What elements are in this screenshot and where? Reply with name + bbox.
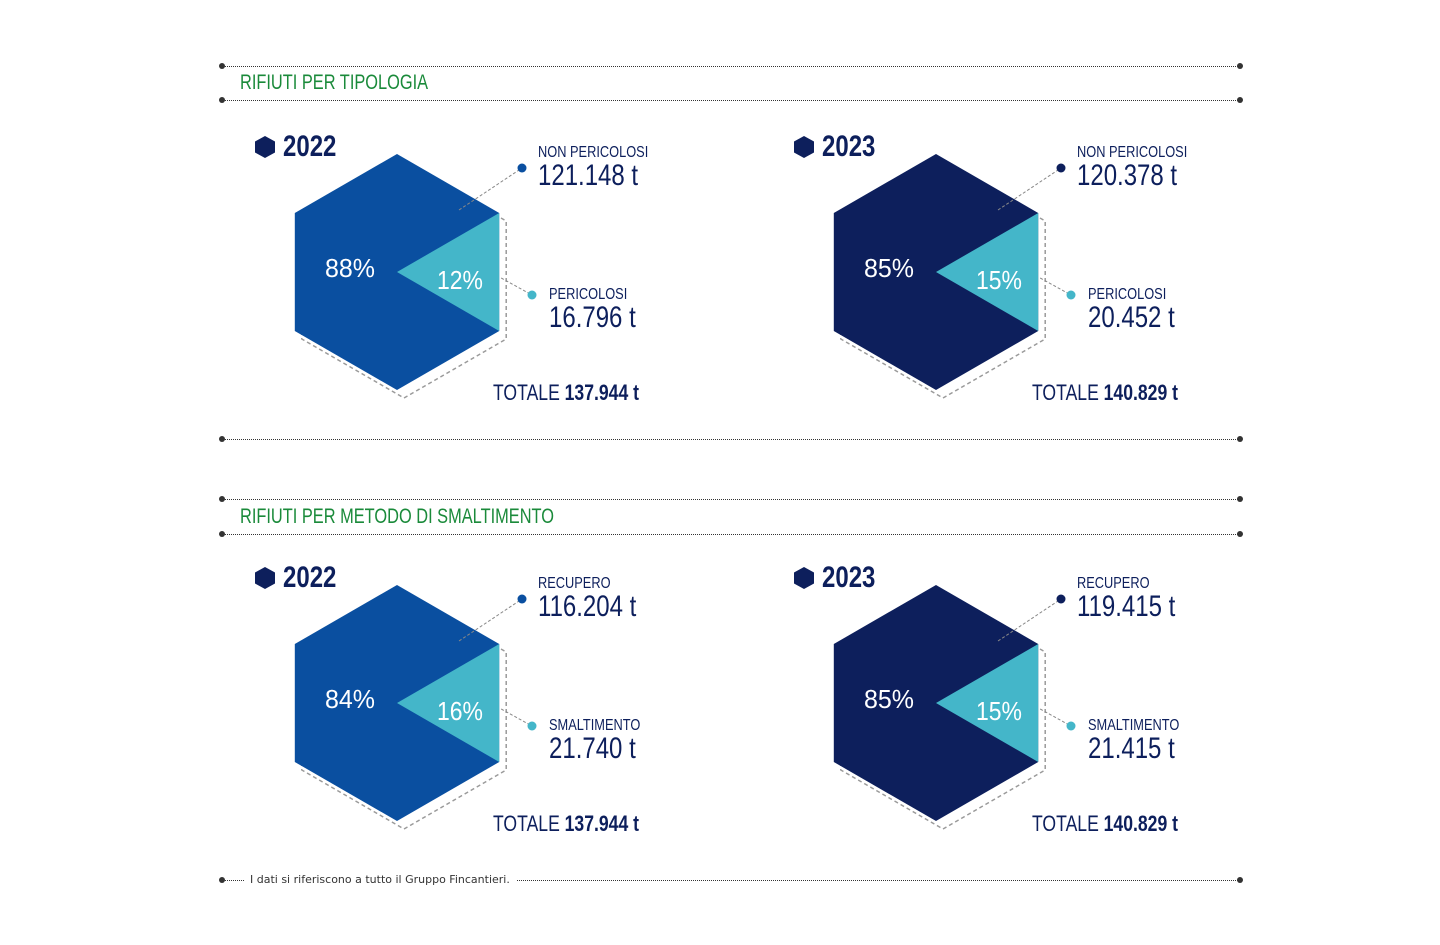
leader-dot-small: [527, 290, 537, 300]
large-share-label: NON PERICOLOSI 121.148 t: [538, 144, 676, 192]
section-end-divider: [219, 436, 1243, 442]
total-value: 140.829 t: [1103, 811, 1179, 836]
small-share-percent: 16%: [437, 696, 483, 726]
small-share-percent: 15%: [976, 265, 1022, 295]
year-heading: 2023: [794, 130, 889, 164]
large-share-category: NON PERICOLOSI: [1077, 144, 1188, 161]
small-share-value: 16.796 t: [549, 301, 636, 334]
hexagon-icon: [794, 136, 814, 158]
chart-panel-2022-tipologia: 2022 88% 12% NON PERICOLOSI 121.148 t PERICOL…: [255, 130, 715, 430]
small-share-value: 21.740 t: [549, 732, 636, 765]
large-share-label: RECUPERO 116.204 t: [538, 575, 661, 623]
large-share-value: 120.378 t: [1077, 159, 1178, 192]
leader-line-small: [500, 708, 533, 727]
hexagon-icon: [255, 567, 275, 589]
hexagon-icon: [255, 136, 275, 158]
small-share-percent: 15%: [976, 696, 1022, 726]
year-heading: 2022: [255, 130, 350, 164]
small-share-wedge: [936, 644, 1039, 762]
total-label: TOTALE: [493, 811, 560, 836]
large-share-category: NON PERICOLOSI: [538, 144, 649, 161]
section-divider-bottom: [219, 97, 1243, 103]
year-label: 2023: [822, 130, 876, 163]
leader-line-small: [1039, 708, 1072, 727]
year-label: 2022: [283, 561, 337, 594]
total-line: TOTALE 137.944 t: [493, 811, 639, 837]
large-share-category: RECUPERO: [1077, 575, 1150, 592]
section-title: RIFIUTI PER TIPOLOGIA: [240, 71, 429, 94]
large-share-value: 116.204 t: [538, 590, 637, 623]
leader-dot-small: [1066, 290, 1076, 300]
large-share-percent: 85%: [864, 684, 914, 714]
total-line: TOTALE 137.944 t: [493, 380, 639, 406]
large-share-area: [833, 154, 1039, 390]
large-share-percent: 85%: [864, 253, 914, 283]
large-share-value: 121.148 t: [538, 159, 639, 192]
year-heading: 2022: [255, 561, 350, 595]
section-divider-bottom: [219, 531, 1243, 537]
footer-note: I dati si riferiscono a tutto il Gruppo …: [244, 873, 516, 886]
year-label: 2022: [283, 130, 337, 163]
leader-dot-large: [517, 163, 527, 173]
large-share-percent: 88%: [325, 253, 375, 283]
leader-line-small: [1039, 277, 1072, 296]
small-share-category: SMALTIMENTO: [1088, 717, 1180, 734]
large-share-label: RECUPERO 119.415 t: [1077, 575, 1200, 623]
leader-dot-large: [1056, 594, 1066, 604]
small-share-label: SMALTIMENTO 21.415 t: [1088, 717, 1202, 765]
leader-line-large: [997, 598, 1062, 642]
leader-dot-large: [517, 594, 527, 604]
large-share-area: [833, 585, 1039, 821]
small-share-category: SMALTIMENTO: [549, 717, 641, 734]
small-share-label: SMALTIMENTO 21.740 t: [549, 717, 663, 765]
large-share-value: 119.415 t: [1077, 590, 1176, 623]
leader-dot-small: [527, 721, 537, 731]
hexagon-icon: [794, 567, 814, 589]
large-share-label: NON PERICOLOSI 120.378 t: [1077, 144, 1215, 192]
hexagon-chart: 85% 15%: [833, 154, 1076, 399]
small-share-value: 20.452 t: [1088, 301, 1175, 334]
chart-panel-2022-smaltimento: 2022 84% 16% RECUPERO 116.204 t SMALTIMENTO 21…: [255, 561, 715, 861]
leader-line-small: [500, 277, 533, 296]
leader-line-large: [458, 598, 523, 642]
total-label: TOTALE: [1032, 811, 1099, 836]
leader-line-large: [997, 167, 1062, 211]
section-title: RIFIUTI PER METODO DI SMALTIMENTO: [240, 505, 554, 528]
footer-divider: [219, 877, 1243, 883]
year-heading: 2023: [794, 561, 889, 595]
chart-panel-2023-smaltimento: 2023 85% 15% RECUPERO 119.415 t SMALTIMENTO 21…: [794, 561, 1254, 861]
section-divider-top: [219, 496, 1243, 502]
small-share-wedge: [397, 213, 500, 331]
small-share-label: PERICOLOSI 16.796 t: [549, 286, 657, 334]
small-share-percent: 12%: [437, 265, 483, 295]
section-divider-top: [219, 63, 1243, 69]
hexagon-chart: 85% 15%: [833, 585, 1076, 830]
large-share-percent: 84%: [325, 684, 375, 714]
small-share-label: PERICOLOSI 20.452 t: [1088, 286, 1196, 334]
leader-dot-small: [1066, 721, 1076, 731]
total-label: TOTALE: [1032, 380, 1099, 405]
large-share-category: RECUPERO: [538, 575, 611, 592]
chart-panel-2023-tipologia: 2023 85% 15% NON PERICOLOSI 120.378 t PERICOL…: [794, 130, 1254, 430]
total-value: 137.944 t: [564, 380, 640, 405]
hexagon-chart: 88% 12%: [294, 154, 537, 399]
small-share-category: PERICOLOSI: [1088, 286, 1167, 303]
small-share-value: 21.415 t: [1088, 732, 1175, 765]
total-label: TOTALE: [493, 380, 560, 405]
hexagon-chart: 84% 16%: [294, 585, 537, 830]
small-share-category: PERICOLOSI: [549, 286, 628, 303]
year-label: 2023: [822, 561, 876, 594]
leader-line-large: [458, 167, 523, 211]
total-line: TOTALE 140.829 t: [1032, 380, 1178, 406]
small-share-wedge: [397, 644, 500, 762]
leader-dot-large: [1056, 163, 1066, 173]
total-value: 140.829 t: [1103, 380, 1179, 405]
total-value: 137.944 t: [564, 811, 640, 836]
total-line: TOTALE 140.829 t: [1032, 811, 1178, 837]
small-share-wedge: [936, 213, 1039, 331]
